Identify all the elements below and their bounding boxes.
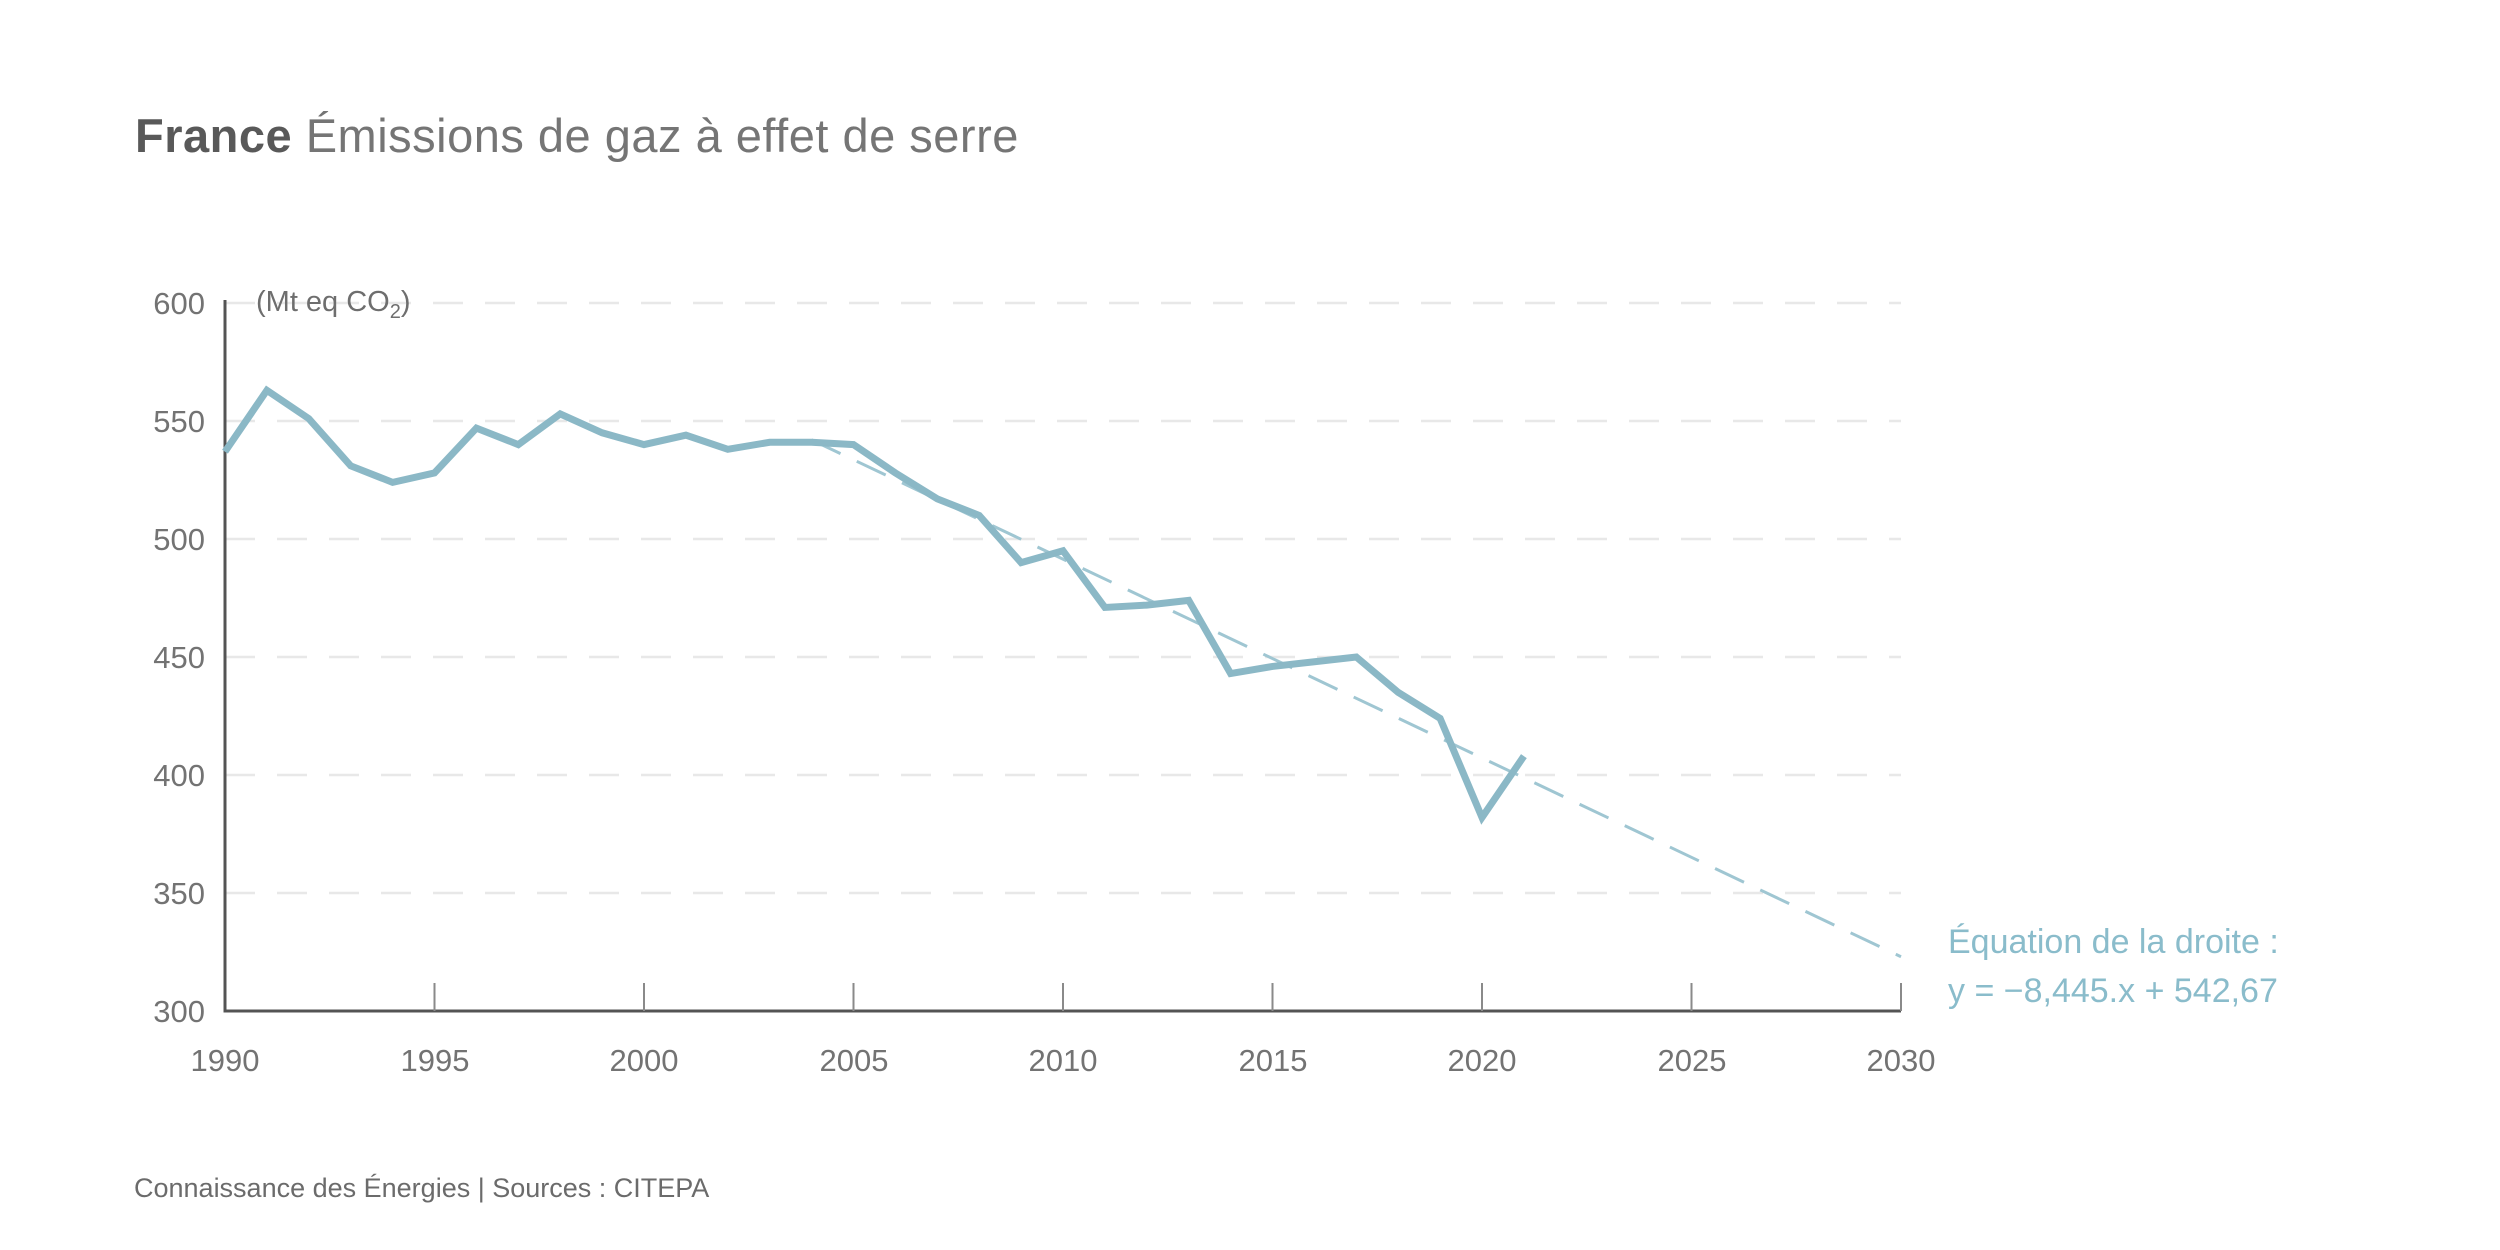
page-title-subject: Émissions de gaz à effet de serre [292, 109, 1019, 162]
x-tick-label: 1995 [400, 1043, 470, 1078]
page-title: France Émissions de gaz à effet de serre [135, 108, 1019, 163]
y-tick-label: 550 [153, 404, 205, 439]
page-title-country: France [135, 109, 293, 162]
source-credit: Connaissance des Énergies | Sources : CI… [134, 1173, 710, 1203]
y-tick-label: 350 [153, 876, 205, 911]
x-tick-label: 2015 [1238, 1043, 1308, 1078]
x-tick-label: 2000 [609, 1043, 679, 1078]
x-tick-label: 2030 [1866, 1043, 1936, 1078]
unit-suffix: ) [400, 286, 411, 318]
equation-caption: Équation de la droite : [1948, 923, 2279, 961]
x-tick-label: 2020 [1447, 1043, 1517, 1078]
x-tick-label: 1990 [190, 1043, 260, 1078]
equation-formula: y = −8,445.x + 542,67 [1948, 972, 2278, 1010]
x-tick-label: 2005 [819, 1043, 889, 1078]
unit-prefix: (Mt eq CO [256, 286, 390, 318]
y-tick-label: 400 [153, 758, 205, 793]
y-tick-label: 600 [153, 286, 205, 321]
y-tick-label: 450 [153, 640, 205, 675]
trendline-equation-annotation: Équation de la droite : y = −8,445.x + 5… [1948, 918, 2279, 1016]
y-axis-unit-label: (Mt eq CO2) [256, 286, 411, 324]
unit-subscript: 2 [389, 300, 401, 323]
y-tick-label: 300 [153, 994, 205, 1029]
emissions-data-line [222, 385, 1527, 825]
x-tick-label: 2010 [1028, 1043, 1098, 1078]
x-tick-label: 2025 [1657, 1043, 1727, 1078]
y-tick-label: 500 [153, 522, 205, 557]
